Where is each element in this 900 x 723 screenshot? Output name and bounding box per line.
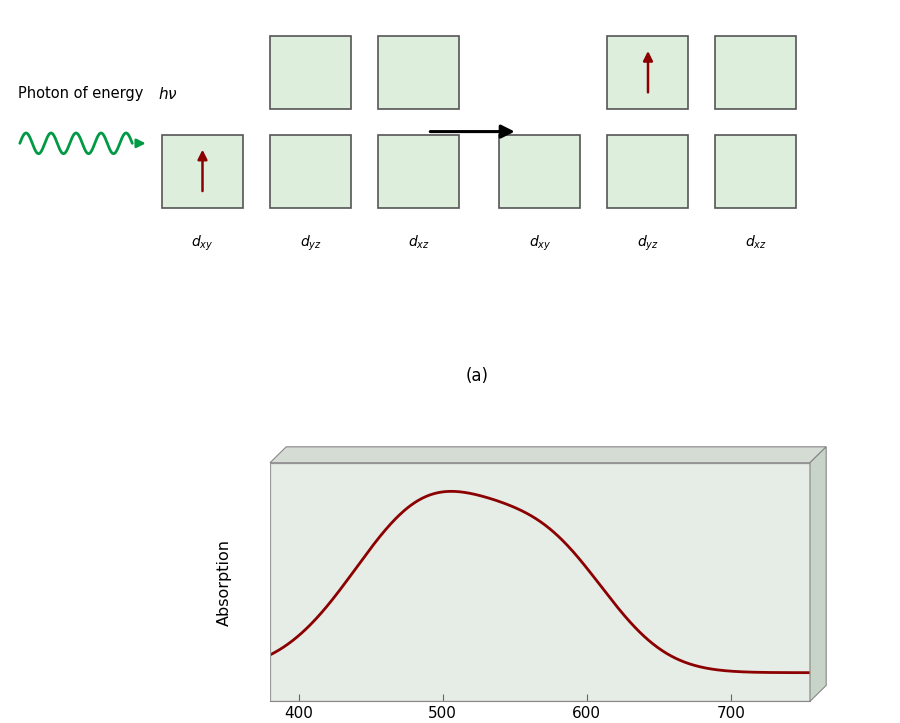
Text: $d_{xy}$: $d_{xy}$ (192, 234, 213, 253)
Bar (608, 36, 688, 109)
Text: $d_{xz}$: $d_{xz}$ (408, 234, 429, 251)
Text: $d_{z^2}$: $d_{z^2}$ (409, 135, 428, 153)
Text: Photon of energy: Photon of energy (18, 87, 148, 101)
Text: $d_{xz}$: $d_{xz}$ (745, 234, 767, 251)
Bar (500, 135, 580, 208)
Bar (270, 135, 351, 208)
Text: (a): (a) (465, 367, 489, 385)
Text: $d_{xy}$: $d_{xy}$ (529, 234, 551, 253)
Text: Absorption: Absorption (217, 539, 231, 625)
Bar (378, 36, 459, 109)
Bar (716, 135, 796, 208)
Bar (378, 135, 459, 208)
Bar (162, 135, 243, 208)
Text: $d_{z^2}$: $d_{z^2}$ (746, 135, 766, 153)
Text: $h\nu$: $h\nu$ (158, 86, 177, 102)
Bar (270, 36, 351, 109)
Text: $d_{x^2\!-\!y^2}$: $d_{x^2\!-\!y^2}$ (628, 135, 668, 155)
Bar (270, 463, 810, 701)
Bar (608, 135, 688, 208)
Text: $d_{yz}$: $d_{yz}$ (637, 234, 659, 253)
Bar (716, 36, 796, 109)
Text: $d_{yz}$: $d_{yz}$ (300, 234, 321, 253)
Text: $d_{x^2\!-\!y^2}$: $d_{x^2\!-\!y^2}$ (291, 135, 330, 155)
